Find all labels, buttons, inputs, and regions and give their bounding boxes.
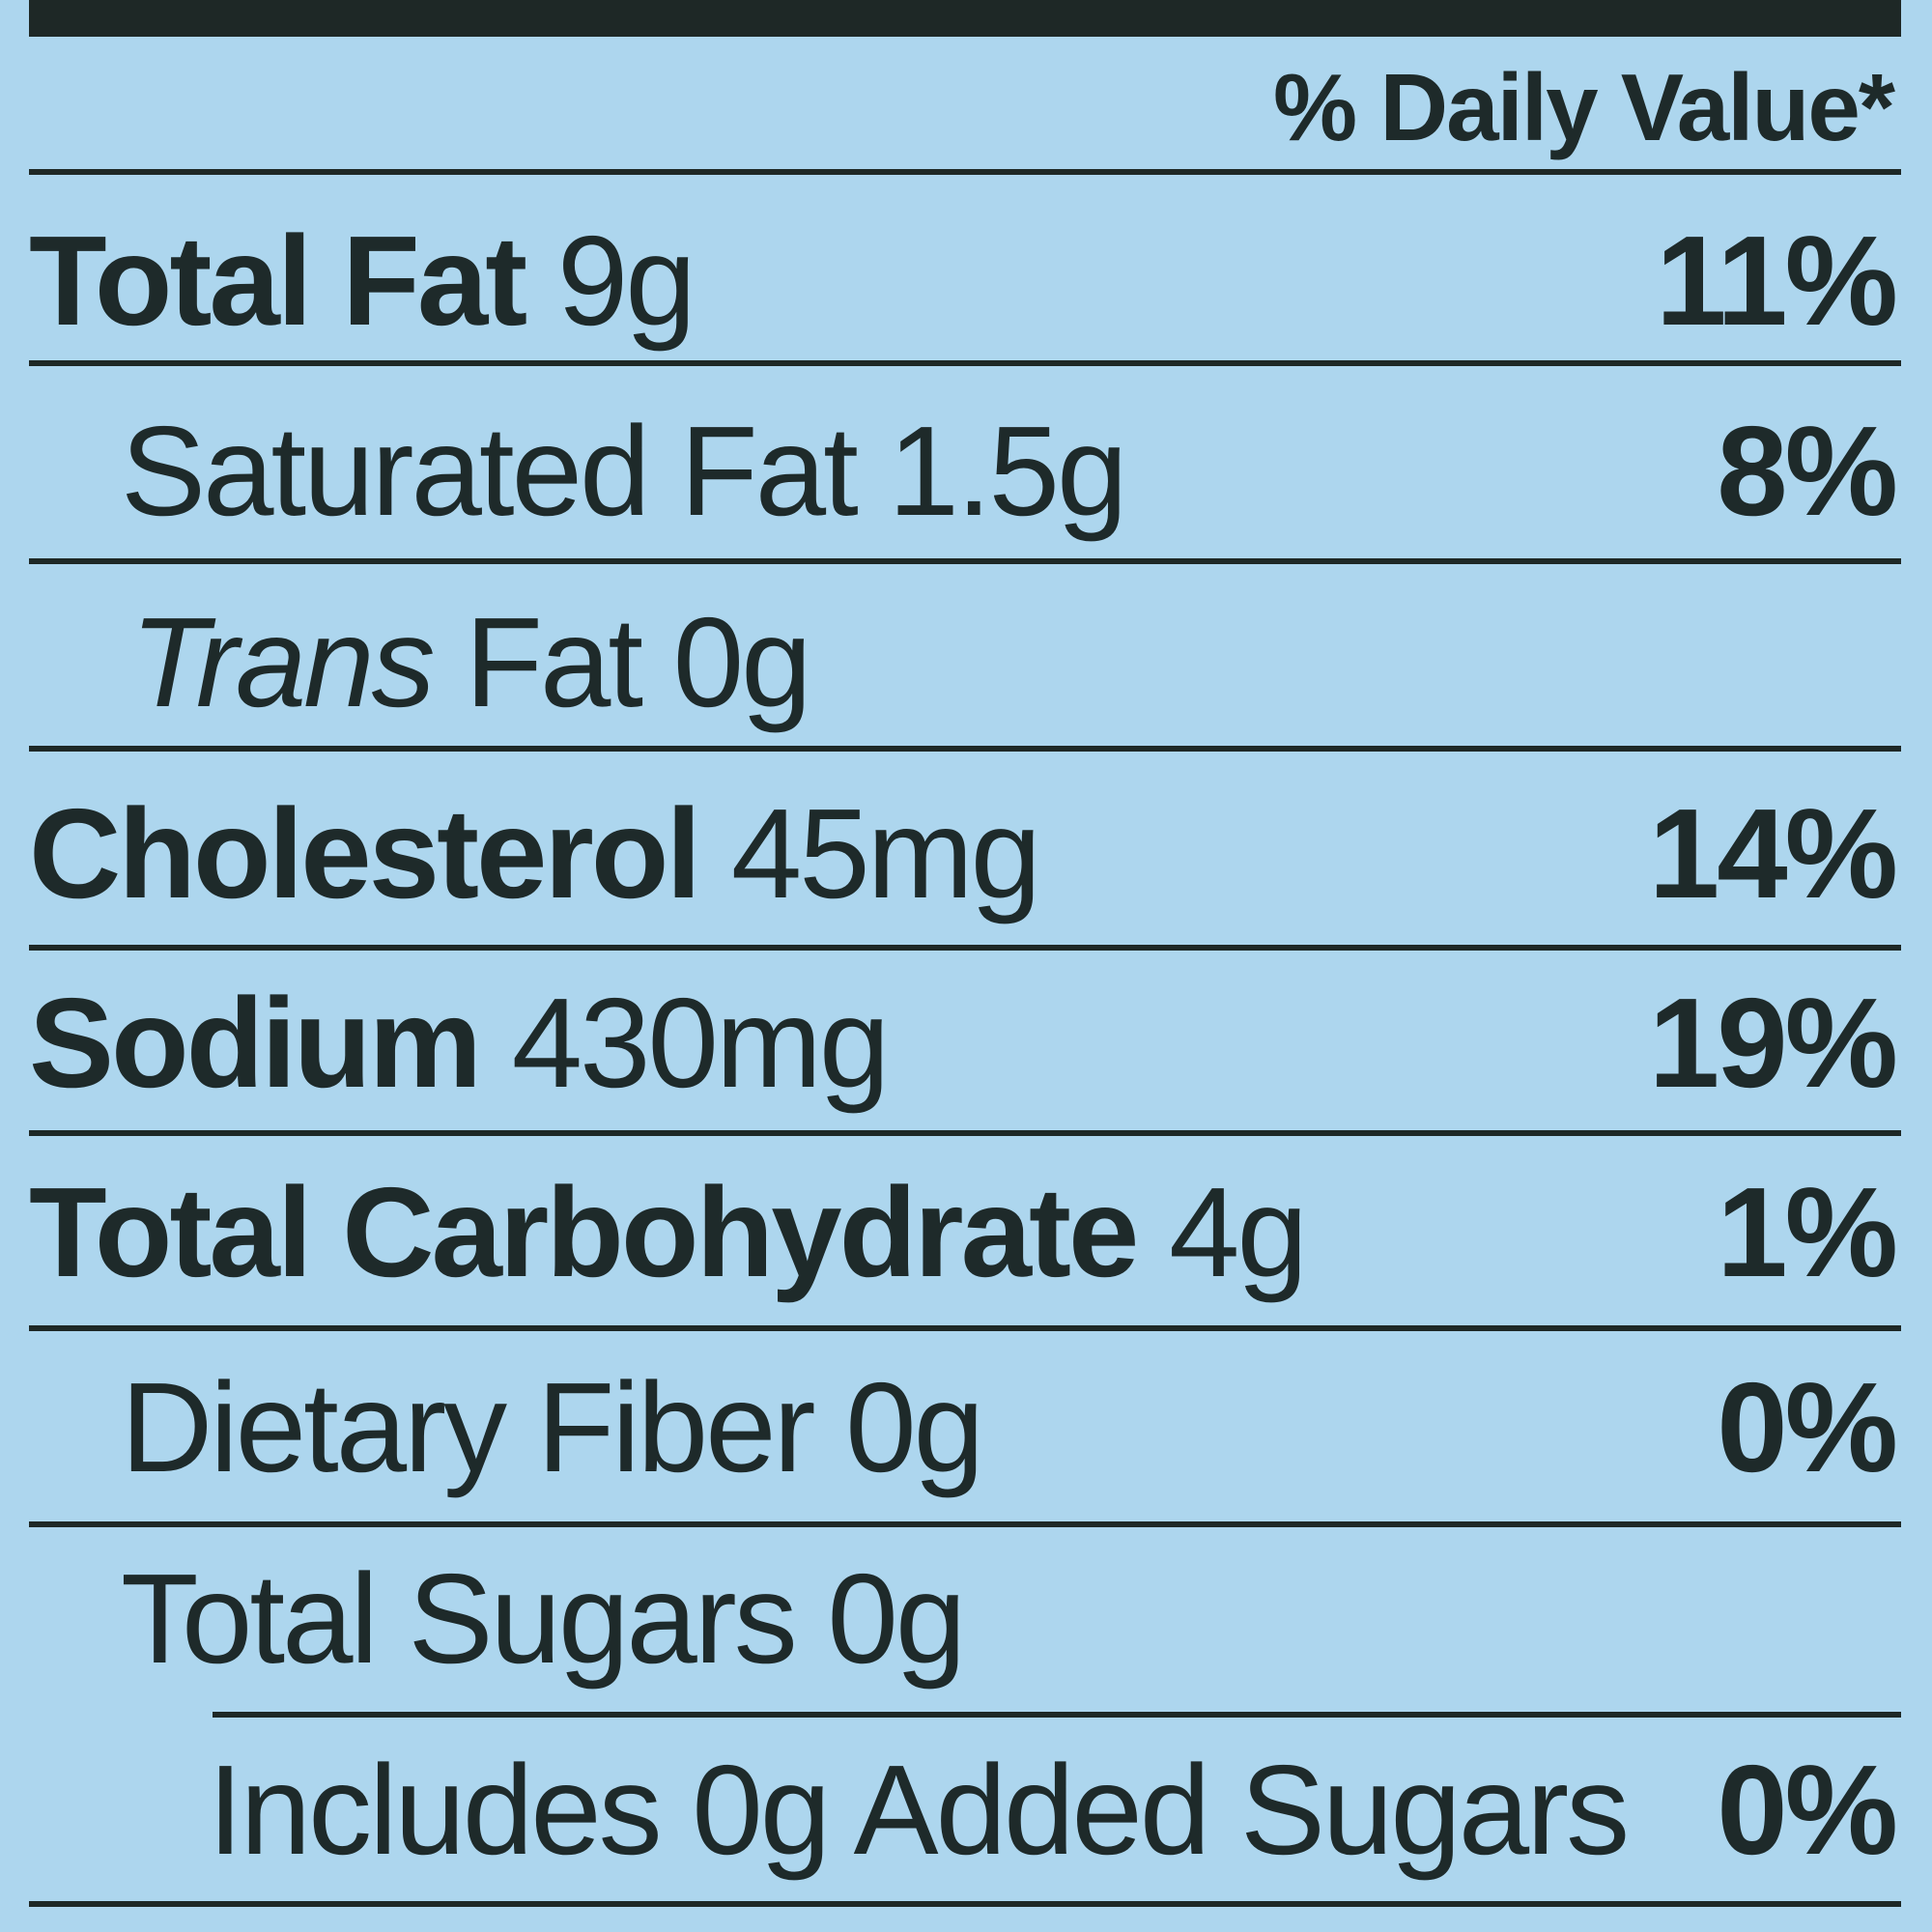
nutrient-name: Includes 0g Added Sugars: [208, 1739, 1630, 1881]
nutrient-saturated-fat: Saturated Fat 1.5g: [121, 408, 1127, 535]
nutrient-name: Dietary Fiber: [121, 1356, 816, 1498]
divider: [29, 558, 1901, 564]
nutrient-amount: 4g: [1169, 1161, 1308, 1303]
nutrient-amount: 0g: [672, 591, 812, 733]
dv-sodium: 19%: [1648, 972, 1898, 1114]
top-thick-bar: [29, 0, 1901, 37]
dv-added-sugars: 0%: [1717, 1739, 1898, 1881]
dv-saturated-fat: 8%: [1717, 400, 1898, 542]
nutrient-total-carbohydrate: Total Carbohydrate 4g: [29, 1169, 1308, 1296]
nutrient-name-italic: Trans: [130, 591, 436, 733]
nutrient-amount: 430mg: [511, 972, 891, 1114]
nutrient-added-sugars: Includes 0g Added Sugars: [208, 1747, 1630, 1874]
nutrient-amount: 0g: [827, 1548, 966, 1690]
nutrient-total-fat: Total Fat 9g: [29, 217, 696, 345]
nutrient-name: Total Fat: [29, 210, 527, 352]
dv-total-carbohydrate: 1%: [1717, 1161, 1898, 1303]
divider: [29, 746, 1901, 752]
nutrient-name: Cholesterol: [29, 782, 701, 924]
divider: [29, 169, 1901, 175]
dv-cholesterol: 14%: [1648, 782, 1898, 924]
nutrient-trans-fat: Trans Fat 0g: [130, 599, 812, 726]
divider: [29, 1130, 1901, 1136]
nutrient-name: Total Sugars: [121, 1548, 798, 1690]
nutrient-amount: 9g: [556, 210, 696, 352]
divider: [29, 1325, 1901, 1331]
divider: [29, 1901, 1901, 1907]
daily-value-heading: % Daily Value*: [1272, 54, 1895, 160]
nutrient-amount: 1.5g: [888, 400, 1128, 542]
divider: [213, 1712, 1901, 1718]
nutrient-cholesterol: Cholesterol 45mg: [29, 790, 1041, 918]
nutrient-dietary-fiber: Dietary Fiber 0g: [121, 1364, 984, 1492]
nutrient-name: Sodium: [29, 972, 482, 1114]
divider: [29, 945, 1901, 951]
divider: [29, 1521, 1901, 1527]
nutrient-sodium: Sodium 430mg: [29, 980, 890, 1107]
nutrient-name: Total Carbohydrate: [29, 1161, 1139, 1303]
nutrient-amount: 0g: [845, 1356, 984, 1498]
nutrient-total-sugars: Total Sugars 0g: [121, 1555, 966, 1683]
nutrient-name: Fat: [465, 591, 643, 733]
dv-total-fat: 11%: [1656, 210, 1898, 352]
nutrient-amount: 45mg: [730, 782, 1041, 924]
nutrient-name: Saturated Fat: [121, 400, 859, 542]
divider: [29, 360, 1901, 366]
dv-dietary-fiber: 0%: [1717, 1356, 1898, 1498]
